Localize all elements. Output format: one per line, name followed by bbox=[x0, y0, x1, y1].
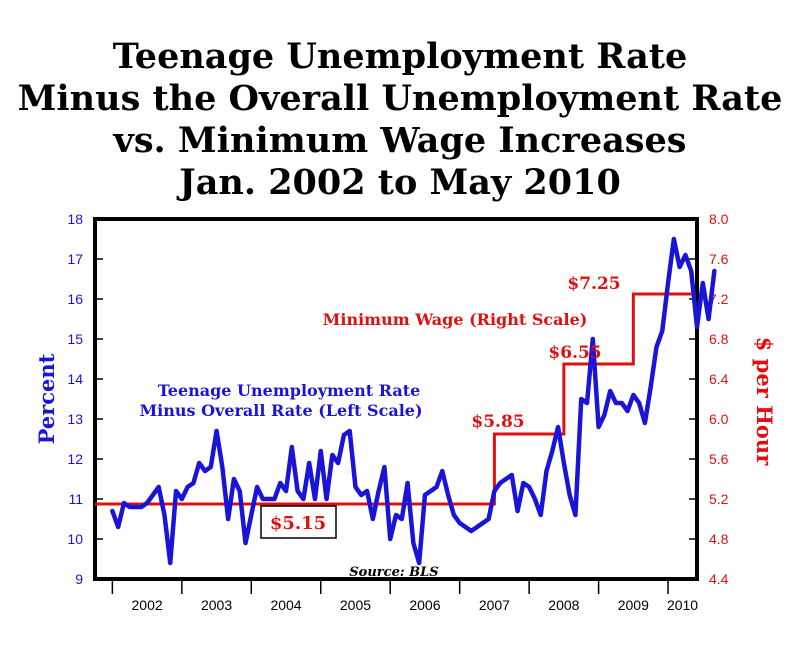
left-axis-tick-label: 10 bbox=[67, 531, 83, 547]
teen-gap-line bbox=[110, 236, 717, 566]
right-axis-tick-label: 7.2 bbox=[709, 291, 729, 307]
left-axis-tick-label: 14 bbox=[67, 371, 83, 387]
left-series-label-line-1: Teenage Unemployment Rate bbox=[158, 381, 421, 400]
wage-label-box bbox=[260, 505, 337, 539]
right-axis-tick-label: 4.4 bbox=[709, 571, 729, 587]
right-axis-label: $ per Hour bbox=[752, 337, 777, 466]
left-axis-tick-label: 15 bbox=[67, 331, 83, 347]
right-axis-tick-label: 4.8 bbox=[709, 531, 729, 547]
right-axis-tick-label: 6.0 bbox=[709, 411, 729, 427]
x-axis-tick-label: 2007 bbox=[479, 597, 510, 613]
left-axis-tick-label: 13 bbox=[67, 411, 83, 427]
x-axis-tick-label: 2004 bbox=[270, 597, 301, 613]
wage-label-585: $5.85 bbox=[471, 412, 524, 432]
left-axis-tick-label: 16 bbox=[67, 291, 83, 307]
left-axis-tick-label: 11 bbox=[68, 491, 83, 507]
wage-label-515: $5.15 bbox=[270, 513, 326, 534]
title-line-2: Minus the Overall Unemployment Rate bbox=[17, 78, 783, 119]
x-axis-tick-label: 2009 bbox=[618, 597, 649, 613]
wage-label-725: $7.25 bbox=[567, 274, 620, 294]
source-note: Source: BLS bbox=[349, 565, 438, 580]
left-axis-tick-label: 9 bbox=[75, 571, 83, 587]
wage-label-655: $6.55 bbox=[548, 343, 601, 363]
x-axis-tick-label: 2002 bbox=[132, 597, 163, 613]
left-axis-tick-label: 17 bbox=[67, 251, 83, 267]
left-axis-label: Percent bbox=[34, 353, 59, 444]
chart-title: Teenage Unemployment Rate Minus the Over… bbox=[0, 36, 800, 204]
x-axis-tick-label: 2005 bbox=[340, 597, 371, 613]
right-series-label: Minimum Wage (Right Scale) bbox=[323, 310, 588, 329]
right-axis-tick-label: 8.0 bbox=[709, 211, 729, 227]
x-axis: 2002 2003 2004 2005 2006 2007 2008 2009 2010 bbox=[111, 579, 698, 613]
x-axis-tick-label: 2008 bbox=[548, 597, 579, 613]
series-layer bbox=[95, 236, 717, 566]
x-axis-tick-label: 2010 bbox=[667, 597, 698, 613]
x-axis-tick-label: 2006 bbox=[409, 597, 440, 613]
left-axis-tick-label: 18 bbox=[67, 211, 83, 227]
title-line-3: vs. Minimum Wage Increases bbox=[113, 120, 687, 161]
right-axis-tick-label: 6.4 bbox=[709, 371, 729, 387]
left-axis-tick-label: 12 bbox=[67, 451, 83, 467]
right-axis: 4.4 4.8 5.2 5.6 6.0 6.4 6.8 7.2 7.6 8.0 $ per Hour bbox=[689, 211, 777, 587]
right-axis-tick-label: 5.2 bbox=[709, 491, 729, 507]
title-line-4: Jan. 2002 to May 2010 bbox=[179, 162, 621, 203]
left-series-label-line-2: Minus Overall Rate (Left Scale) bbox=[139, 401, 422, 420]
x-axis-tick-label: 2003 bbox=[201, 597, 232, 613]
left-axis: 9 10 11 12 13 14 15 16 17 18 Percent bbox=[34, 211, 103, 587]
right-axis-tick-label: 6.8 bbox=[709, 331, 729, 347]
right-axis-tick-label: 7.6 bbox=[709, 251, 729, 267]
right-axis-tick-label: 5.6 bbox=[709, 451, 729, 467]
title-line-1: Teenage Unemployment Rate bbox=[112, 36, 688, 77]
